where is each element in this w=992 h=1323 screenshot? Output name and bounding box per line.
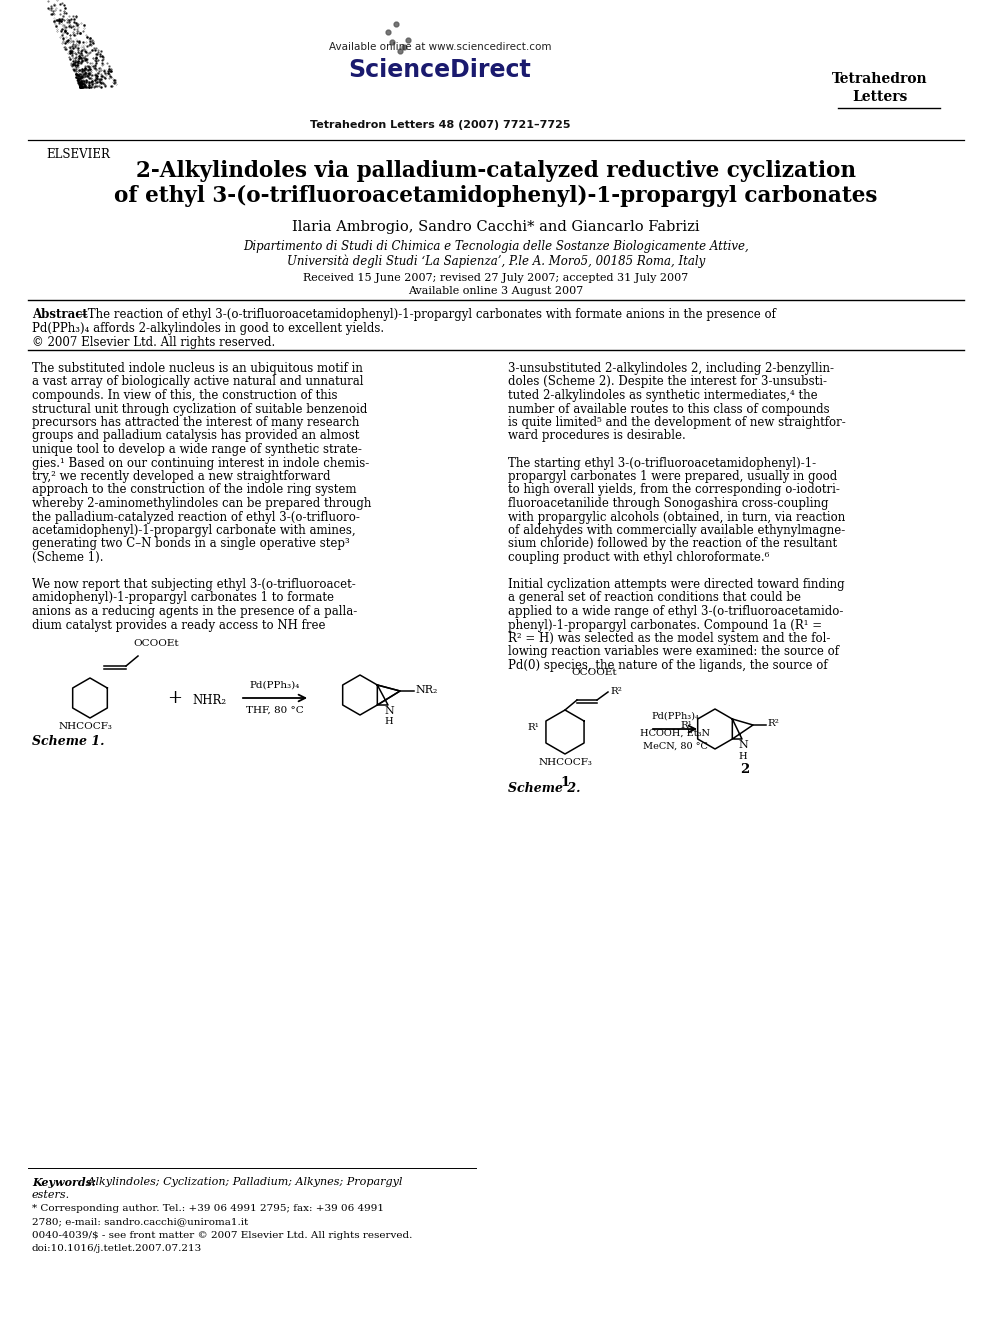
Text: Pd(0) species, the nature of the ligands, the source of: Pd(0) species, the nature of the ligands… (508, 659, 827, 672)
Text: Tetrahedron: Tetrahedron (832, 71, 928, 86)
Text: © 2007 Elsevier Ltd. All rights reserved.: © 2007 Elsevier Ltd. All rights reserved… (32, 336, 275, 349)
Text: HCOOH, Et₃N: HCOOH, Et₃N (640, 729, 710, 738)
Text: of ethyl 3-(o-trifluoroacetamidophenyl)-1-propargyl carbonates: of ethyl 3-(o-trifluoroacetamidophenyl)-… (114, 185, 878, 208)
Text: ELSEVIER: ELSEVIER (46, 148, 110, 161)
Text: groups and palladium catalysis has provided an almost: groups and palladium catalysis has provi… (32, 430, 359, 442)
Text: 3-unsubstituted 2-alkylindoles 2, including 2-benzyllin-: 3-unsubstituted 2-alkylindoles 2, includ… (508, 363, 834, 374)
Text: Initial cyclization attempts were directed toward finding: Initial cyclization attempts were direct… (508, 578, 844, 591)
Text: coupling product with ethyl chloroformate.⁶: coupling product with ethyl chloroformat… (508, 550, 770, 564)
Text: The substituted indole nucleus is an ubiquitous motif in: The substituted indole nucleus is an ubi… (32, 363, 363, 374)
Text: of aldehydes with commercially available ethynylmagne-: of aldehydes with commercially available… (508, 524, 845, 537)
Text: Abstract: Abstract (32, 308, 87, 321)
Text: unique tool to develop a wide range of synthetic strate-: unique tool to develop a wide range of s… (32, 443, 362, 456)
Text: H: H (385, 717, 393, 726)
Text: Ilaria Ambrogio, Sandro Cacchi* and Giancarlo Fabrizi: Ilaria Ambrogio, Sandro Cacchi* and Gian… (293, 220, 699, 234)
Text: MeCN, 80 °C: MeCN, 80 °C (643, 742, 707, 751)
Text: Keywords:: Keywords: (32, 1177, 96, 1188)
Text: N: N (738, 740, 748, 750)
Text: compounds. In view of this, the construction of this: compounds. In view of this, the construc… (32, 389, 337, 402)
Text: R²: R² (767, 720, 779, 729)
Text: Pd(PPh₃)₄ affords 2-alkylindoles in good to excellent yields.: Pd(PPh₃)₄ affords 2-alkylindoles in good… (32, 321, 384, 335)
Text: NHR₂: NHR₂ (192, 693, 226, 706)
Text: 2780; e-mail: sandro.cacchi@uniroma1.it: 2780; e-mail: sandro.cacchi@uniroma1.it (32, 1217, 248, 1226)
Text: the palladium-catalyzed reaction of ethyl 3-(o-trifluoro-: the palladium-catalyzed reaction of ethy… (32, 511, 360, 524)
Text: Available online at www.sciencedirect.com: Available online at www.sciencedirect.co… (328, 42, 552, 52)
Text: THF, 80 °C: THF, 80 °C (246, 706, 304, 714)
Text: tuted 2-alkylindoles as synthetic intermediates,⁴ the: tuted 2-alkylindoles as synthetic interm… (508, 389, 817, 402)
Text: The starting ethyl 3-(o-trifluoroacetamidophenyl)-1-: The starting ethyl 3-(o-trifluoroacetami… (508, 456, 816, 470)
Text: a vast array of biologically active natural and unnatural: a vast array of biologically active natu… (32, 376, 363, 389)
Text: 1: 1 (560, 777, 569, 789)
Text: Letters: Letters (852, 90, 908, 105)
Text: (Scheme 1).: (Scheme 1). (32, 550, 103, 564)
Text: Pd(PPh₃)₄: Pd(PPh₃)₄ (651, 712, 699, 721)
Text: Alkylindoles; Cyclization; Palladium; Alkynes; Propargyl: Alkylindoles; Cyclization; Palladium; Al… (84, 1177, 403, 1187)
Text: R²: R² (610, 687, 622, 696)
Text: Scheme 1.: Scheme 1. (32, 736, 104, 747)
Text: doles (Scheme 2). Despite the interest for 3-unsubsti-: doles (Scheme 2). Despite the interest f… (508, 376, 827, 389)
Text: acetamidophenyl)-1-propargyl carbonate with amines,: acetamidophenyl)-1-propargyl carbonate w… (32, 524, 355, 537)
Text: NHCOCF₃: NHCOCF₃ (538, 758, 592, 767)
Text: —The reaction of ethyl 3-(o-trifluoroacetamidophenyl)-1-propargyl carbonates wit: —The reaction of ethyl 3-(o-trifluoroace… (76, 308, 776, 321)
Text: dium catalyst provides a ready access to NH free: dium catalyst provides a ready access to… (32, 618, 325, 631)
Text: NHCOCF₃: NHCOCF₃ (59, 722, 112, 732)
Text: 2-Alkylindoles via palladium-catalyzed reductive cyclization: 2-Alkylindoles via palladium-catalyzed r… (136, 160, 856, 183)
Text: to high overall yields, from the corresponding o-iodotri-: to high overall yields, from the corresp… (508, 483, 840, 496)
Text: phenyl)-1-propargyl carbonates. Compound 1a (R¹ =: phenyl)-1-propargyl carbonates. Compound… (508, 618, 822, 631)
Text: Università degli Studi ‘La Sapienza’, P.le A. Moro5, 00185 Roma, Italy: Università degli Studi ‘La Sapienza’, P.… (287, 255, 705, 269)
Text: number of available routes to this class of compounds: number of available routes to this class… (508, 402, 829, 415)
Text: propargyl carbonates 1 were prepared, usually in good: propargyl carbonates 1 were prepared, us… (508, 470, 837, 483)
Text: whereby 2-aminomethylindoles can be prepared through: whereby 2-aminomethylindoles can be prep… (32, 497, 371, 509)
Text: with propargylic alcohols (obtained, in turn, via reaction: with propargylic alcohols (obtained, in … (508, 511, 845, 524)
Text: ScienceDirect: ScienceDirect (348, 58, 532, 82)
Text: amidophenyl)-1-propargyl carbonates 1 to formate: amidophenyl)-1-propargyl carbonates 1 to… (32, 591, 334, 605)
Text: * Corresponding author. Tel.: +39 06 4991 2795; fax: +39 06 4991: * Corresponding author. Tel.: +39 06 499… (32, 1204, 384, 1213)
Text: H: H (739, 751, 747, 761)
Text: R² = H) was selected as the model system and the fol-: R² = H) was selected as the model system… (508, 632, 830, 646)
Text: ward procedures is desirable.: ward procedures is desirable. (508, 430, 685, 442)
Text: Tetrahedron Letters 48 (2007) 7721–7725: Tetrahedron Letters 48 (2007) 7721–7725 (310, 120, 570, 130)
Text: lowing reaction variables were examined: the source of: lowing reaction variables were examined:… (508, 646, 839, 659)
Text: anions as a reducing agents in the presence of a palla-: anions as a reducing agents in the prese… (32, 605, 357, 618)
Text: doi:10.1016/j.tetlet.2007.07.213: doi:10.1016/j.tetlet.2007.07.213 (32, 1244, 202, 1253)
Text: generating two C–N bonds in a single operative step³: generating two C–N bonds in a single ope… (32, 537, 350, 550)
Text: OCOOEt: OCOOEt (571, 668, 617, 677)
Text: try,² we recently developed a new straightforward: try,² we recently developed a new straig… (32, 470, 330, 483)
Text: Available online 3 August 2007: Available online 3 August 2007 (409, 286, 583, 296)
Text: gies.¹ Based on our continuing interest in indole chemis-: gies.¹ Based on our continuing interest … (32, 456, 369, 470)
Text: Dipartimento di Studi di Chimica e Tecnologia delle Sostanze Biologicamente Atti: Dipartimento di Studi di Chimica e Tecno… (243, 239, 749, 253)
Text: Pd(PPh₃)₄: Pd(PPh₃)₄ (250, 681, 301, 691)
Text: R¹: R¹ (527, 724, 539, 733)
Text: NR₂: NR₂ (415, 685, 437, 695)
Text: applied to a wide range of ethyl 3-(o-trifluoroacetamido-: applied to a wide range of ethyl 3-(o-tr… (508, 605, 843, 618)
Text: Scheme 2.: Scheme 2. (508, 782, 580, 795)
Text: a general set of reaction conditions that could be: a general set of reaction conditions tha… (508, 591, 801, 605)
Text: is quite limited⁵ and the development of new straightfor-: is quite limited⁵ and the development of… (508, 415, 846, 429)
Text: 2: 2 (740, 763, 750, 777)
Text: precursors has attracted the interest of many research: precursors has attracted the interest of… (32, 415, 359, 429)
Text: fluoroacetanilide through Sonogashira cross-coupling: fluoroacetanilide through Sonogashira cr… (508, 497, 828, 509)
Text: We now report that subjecting ethyl 3-(o-trifluoroacet-: We now report that subjecting ethyl 3-(o… (32, 578, 356, 591)
Text: sium chloride) followed by the reaction of the resultant: sium chloride) followed by the reaction … (508, 537, 837, 550)
Text: approach to the construction of the indole ring system: approach to the construction of the indo… (32, 483, 356, 496)
Text: Received 15 June 2007; revised 27 July 2007; accepted 31 July 2007: Received 15 June 2007; revised 27 July 2… (304, 273, 688, 283)
Text: N: N (384, 706, 394, 716)
Text: 0040-4039/$ - see front matter © 2007 Elsevier Ltd. All rights reserved.: 0040-4039/$ - see front matter © 2007 El… (32, 1230, 413, 1240)
Text: R¹: R¹ (681, 721, 692, 729)
Text: OCOOEt: OCOOEt (133, 639, 179, 648)
Text: +: + (168, 689, 183, 706)
Text: esters.: esters. (32, 1189, 70, 1200)
Text: structural unit through cyclization of suitable benzenoid: structural unit through cyclization of s… (32, 402, 367, 415)
